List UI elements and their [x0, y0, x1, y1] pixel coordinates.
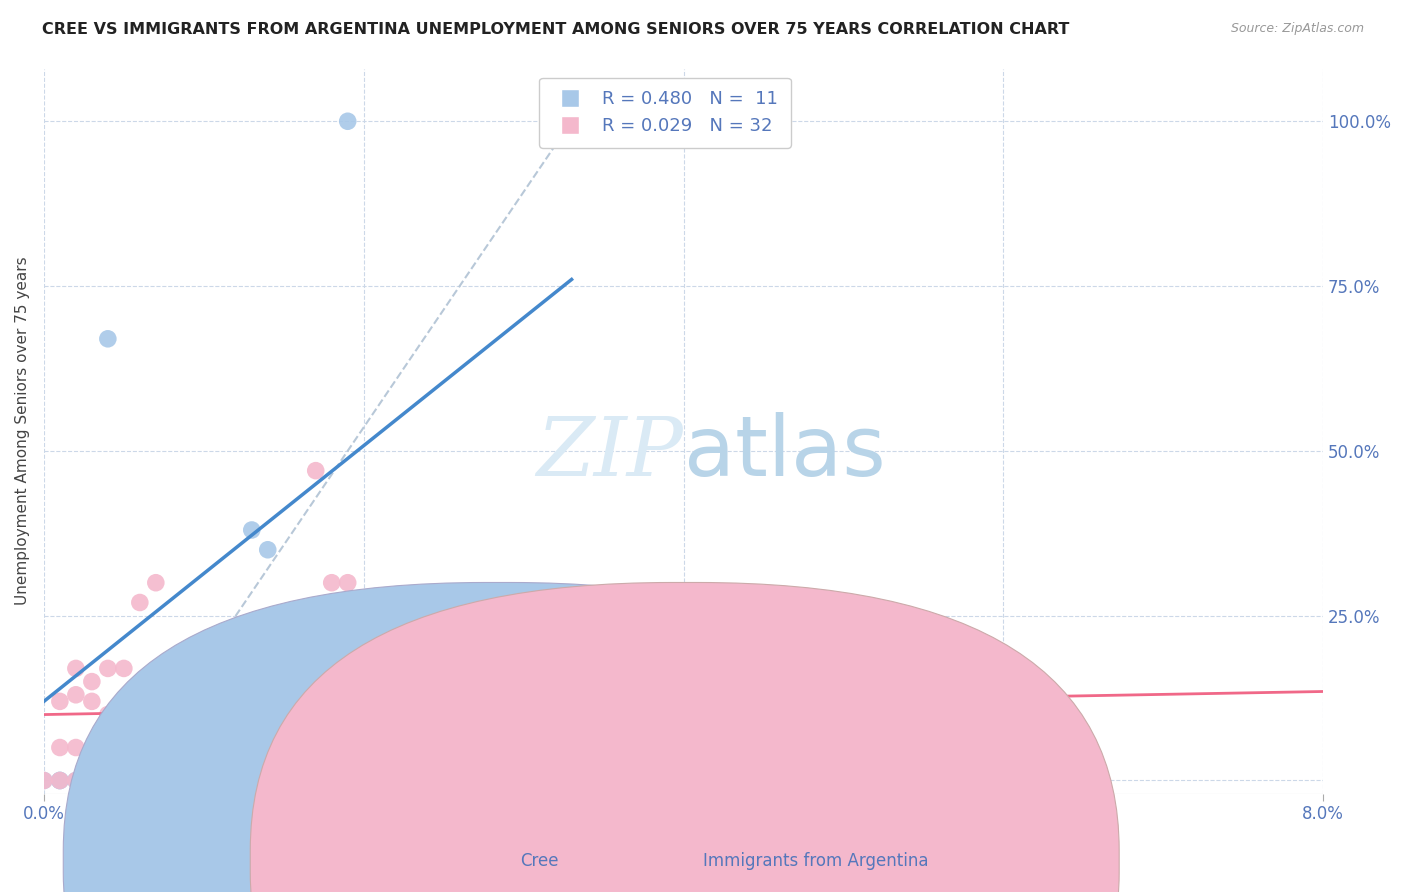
- Point: [49, 740, 72, 755]
- Point: [433, 707, 456, 722]
- Point: [65, 773, 87, 788]
- Point: [65, 688, 87, 702]
- Point: [512, 694, 534, 708]
- Point: [112, 773, 135, 788]
- Point: [112, 740, 135, 755]
- Point: [97, 332, 120, 346]
- Point: [112, 661, 135, 675]
- Point: [32, 773, 55, 788]
- Point: [145, 575, 167, 590]
- Y-axis label: Unemployment Among Seniors over 75 years: Unemployment Among Seniors over 75 years: [15, 257, 30, 606]
- Point: [128, 595, 150, 609]
- Point: [321, 575, 343, 590]
- Point: [160, 773, 183, 788]
- Text: Cree: Cree: [520, 852, 558, 870]
- Point: [80, 674, 103, 689]
- Point: [65, 661, 87, 675]
- Point: [943, 754, 966, 768]
- Point: [49, 773, 72, 788]
- Point: [672, 773, 695, 788]
- Point: [321, 635, 343, 649]
- Point: [80, 694, 103, 708]
- Point: [32, 773, 55, 788]
- Point: [336, 114, 359, 128]
- Text: CREE VS IMMIGRANTS FROM ARGENTINA UNEMPLOYMENT AMONG SENIORS OVER 75 YEARS CORRE: CREE VS IMMIGRANTS FROM ARGENTINA UNEMPL…: [42, 22, 1070, 37]
- Point: [544, 773, 567, 788]
- Legend: R = 0.480   N =  11, R = 0.029   N = 32: R = 0.480 N = 11, R = 0.029 N = 32: [538, 78, 790, 148]
- Point: [49, 773, 72, 788]
- Text: Immigrants from Argentina: Immigrants from Argentina: [703, 852, 928, 870]
- Point: [49, 694, 72, 708]
- Point: [240, 523, 263, 537]
- Point: [49, 773, 72, 788]
- Point: [177, 694, 200, 708]
- Point: [177, 773, 200, 788]
- Point: [896, 740, 918, 755]
- Text: Source: ZipAtlas.com: Source: ZipAtlas.com: [1230, 22, 1364, 36]
- Point: [97, 773, 120, 788]
- Point: [65, 740, 87, 755]
- Point: [416, 707, 439, 722]
- Point: [464, 635, 486, 649]
- Text: atlas: atlas: [683, 412, 886, 493]
- Point: [65, 773, 87, 788]
- Point: [336, 575, 359, 590]
- Point: [225, 674, 247, 689]
- Text: ZIP: ZIP: [537, 413, 683, 493]
- Point: [97, 707, 120, 722]
- Point: [80, 740, 103, 755]
- Point: [305, 464, 328, 478]
- Point: [256, 542, 278, 557]
- Point: [561, 114, 583, 128]
- Point: [97, 661, 120, 675]
